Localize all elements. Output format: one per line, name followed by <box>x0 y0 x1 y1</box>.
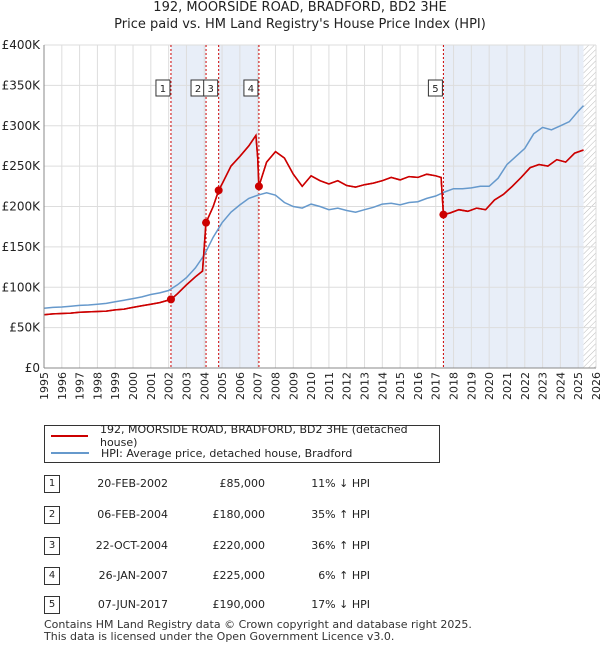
transaction-price: £190,000 <box>212 598 266 611</box>
x-tick-label: 2022 <box>519 372 532 400</box>
x-tick-label: 2013 <box>359 372 372 400</box>
sale-label: 2 <box>195 84 201 95</box>
x-tick-label: 2000 <box>127 372 140 400</box>
y-tick-label: £300K <box>2 119 42 133</box>
x-tick-label: 2003 <box>180 372 193 400</box>
y-tick-label: £50K <box>9 321 41 335</box>
price-chart: 1 2 3 4 5£0£50K£100K£150K£200K£250K£300K£350… <box>2 38 600 400</box>
table-row: 1 20-FEB-2002 £85,000 11% ↓ HPI <box>0 475 600 493</box>
transaction-price: £180,000 <box>212 508 266 521</box>
x-tick-label: 1995 <box>38 372 51 400</box>
chart-title: 192, MOORSIDE ROAD, BRADFORD, BD2 3HE <box>153 0 447 15</box>
x-tick-label: 2025 <box>572 372 585 400</box>
x-tick-label: 1996 <box>56 372 69 400</box>
sale-point <box>254 182 263 191</box>
legend-item-hpi: HPI: Average price, detached house, Brad… <box>45 445 352 461</box>
table-row: 5 07-JUN-2017 £190,000 17% ↓ HPI <box>0 596 600 614</box>
footer-license: This data is licensed under the Open Gov… <box>44 630 395 643</box>
sale-point <box>214 186 223 195</box>
legend-item-property: 192, MOORSIDE ROAD, BRADFORD, BD2 3HE (d… <box>45 423 439 449</box>
transaction-number: 4 <box>44 567 60 585</box>
x-tick-label: 2021 <box>501 372 514 400</box>
transaction-number: 2 <box>44 506 60 524</box>
x-tick-label: 2026 <box>590 372 600 400</box>
sale-label-box <box>427 79 443 97</box>
x-tick-label: 1997 <box>74 372 87 400</box>
legend-swatch-property <box>51 435 88 437</box>
x-tick-label: 2007 <box>252 372 265 400</box>
sale-label: 4 <box>248 84 254 95</box>
x-tick-label: 2008 <box>269 372 282 400</box>
sale-label: 3 <box>207 84 213 95</box>
transaction-date: 20-FEB-2002 <box>97 477 168 490</box>
table-row: 4 26-JAN-2007 £225,000 6% ↑ HPI <box>0 567 600 585</box>
x-tick-label: 2019 <box>465 372 478 400</box>
sale-point <box>202 218 211 227</box>
sale-point <box>439 210 448 219</box>
x-tick-label: 2017 <box>430 372 443 400</box>
x-tick-label: 2002 <box>163 372 176 400</box>
transaction-number: 1 <box>44 475 60 493</box>
footer-attribution: Contains HM Land Registry data © Crown c… <box>44 619 472 643</box>
transaction-hpi-diff: 17% ↓ HPI <box>311 598 370 611</box>
x-tick-label: 2016 <box>412 372 425 400</box>
x-tick-label: 2004 <box>198 372 211 400</box>
y-tick-label: £200K <box>2 200 42 214</box>
x-tick-label: 2005 <box>216 372 229 400</box>
transaction-number: 5 <box>44 596 60 614</box>
table-row: 3 22-OCT-2004 £220,000 36% ↑ HPI <box>0 537 600 555</box>
transaction-hpi-diff: 6% ↑ HPI <box>318 569 370 582</box>
y-tick-label: £400K <box>2 38 42 52</box>
y-tick-label: £0 <box>25 361 40 375</box>
legend-label-property: 192, MOORSIDE ROAD, BRADFORD, BD2 3HE (d… <box>99 423 408 449</box>
x-tick-label: 2024 <box>554 372 567 400</box>
transaction-price: £225,000 <box>212 569 266 582</box>
sale-label-box <box>243 79 259 97</box>
x-tick-label: 2012 <box>341 372 354 400</box>
x-tick-label: 2020 <box>483 372 496 400</box>
x-tick-label: 1998 <box>91 372 104 400</box>
transaction-price: £220,000 <box>212 539 266 552</box>
x-tick-label: 2011 <box>323 372 336 400</box>
transaction-number: 3 <box>44 537 60 555</box>
y-tick-label: £150K <box>2 240 42 254</box>
transaction-date: 06-FEB-2004 <box>97 508 168 521</box>
transaction-date: 07-JUN-2017 <box>97 598 168 611</box>
footer-copyright: Contains HM Land Registry data © Crown c… <box>44 618 472 631</box>
chart-subtitle: Price paid vs. HM Land Registry's House … <box>114 17 486 32</box>
sale-label-box <box>203 79 219 97</box>
transaction-hpi-diff: 36% ↑ HPI <box>311 539 370 552</box>
legend-label-hpi: HPI: Average price, detached house, Brad… <box>101 446 353 460</box>
x-tick-label: 2009 <box>287 372 300 400</box>
transaction-hpi-diff: 35% ↑ HPI <box>311 508 370 521</box>
transaction-hpi-diff: 11% ↓ HPI <box>311 477 370 490</box>
transaction-date: 22-OCT-2004 <box>95 539 168 552</box>
x-tick-label: 2018 <box>448 372 461 400</box>
x-tick-label: 2001 <box>145 372 158 400</box>
x-tick-label: 2010 <box>305 372 318 400</box>
sale-label: 5 <box>432 84 438 95</box>
series-line-hpi <box>43 105 585 309</box>
y-tick-label: £350K <box>2 78 42 92</box>
x-tick-label: 2015 <box>394 372 407 400</box>
x-tick-label: 2006 <box>234 372 247 400</box>
table-row: 2 06-FEB-2004 £180,000 35% ↑ HPI <box>0 506 600 524</box>
sale-label-box <box>155 79 171 97</box>
y-tick-label: £250K <box>2 159 42 173</box>
sale-label: 1 <box>160 84 166 95</box>
chart-legend: 192, MOORSIDE ROAD, BRADFORD, BD2 3HE (d… <box>44 423 440 463</box>
x-tick-label: 1999 <box>109 372 122 400</box>
transaction-date: 26-JAN-2007 <box>98 569 168 582</box>
x-tick-label: 2014 <box>376 372 389 400</box>
sale-point <box>166 295 175 304</box>
legend-swatch-hpi <box>51 452 89 454</box>
series-line-property-top <box>43 133 584 316</box>
y-tick-label: £100K <box>2 280 42 294</box>
x-tick-label: 2023 <box>537 372 550 400</box>
transaction-price: £85,000 <box>219 477 266 490</box>
